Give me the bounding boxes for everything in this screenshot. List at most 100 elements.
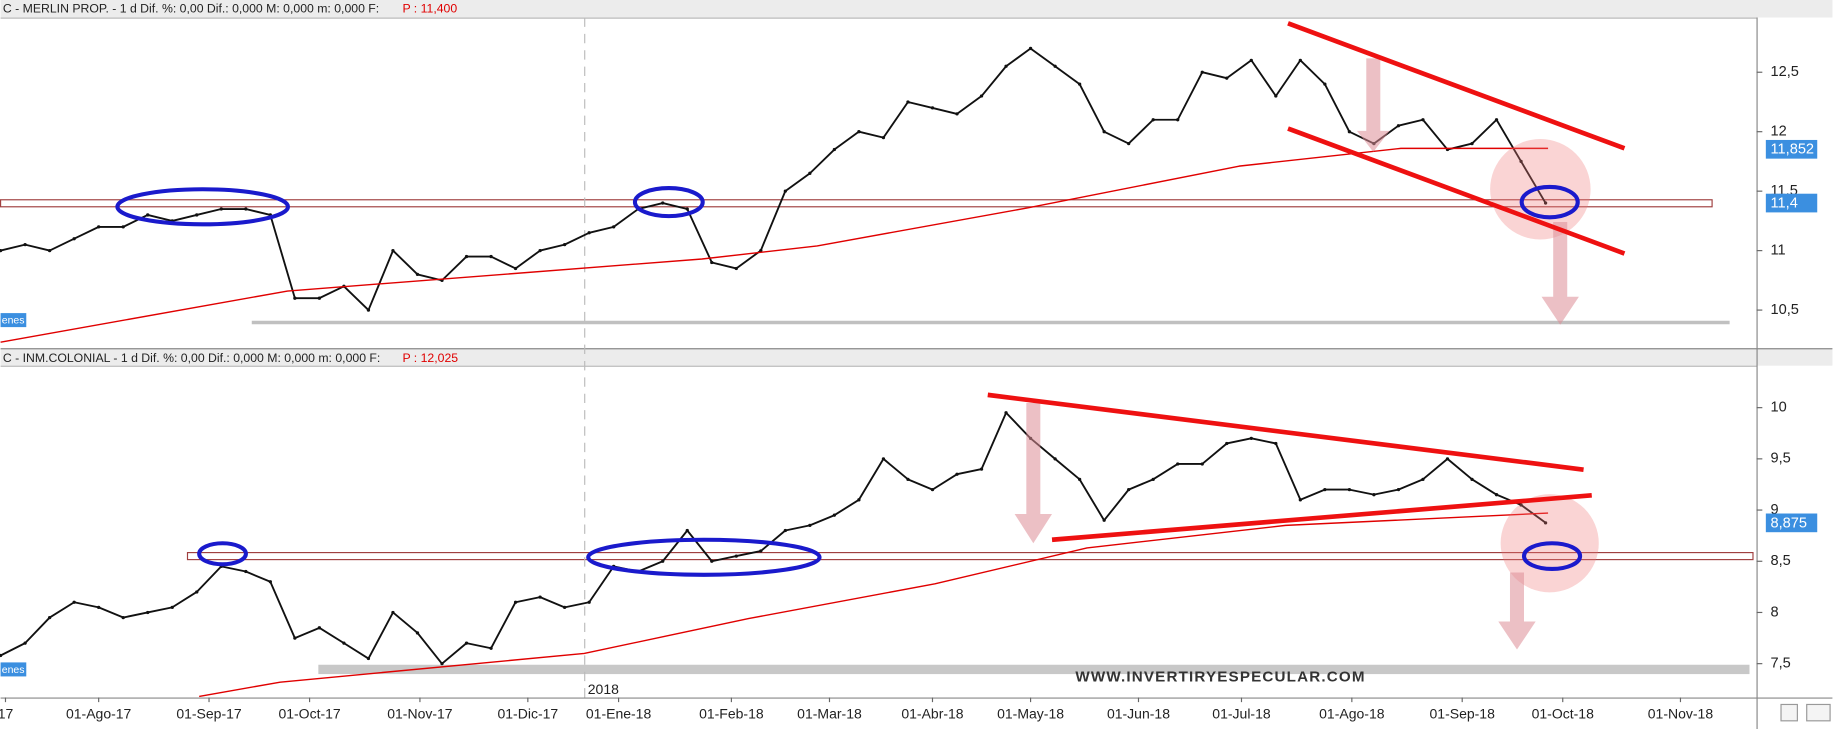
price-point [366,308,371,312]
y-tick-label: 7,5 [1771,656,1791,672]
price-point [121,225,125,229]
price-point [1053,64,1057,68]
price-tag [1765,513,1818,533]
price-point [759,248,763,253]
price-point [1396,124,1401,128]
price-point [1004,64,1008,68]
price-tag-label: 8,875 [1771,515,1808,531]
price-point [979,467,984,471]
x-tick-label: 01-Nov-18 [1648,706,1714,722]
price-point [23,641,27,645]
oval [115,187,291,227]
price-point [538,595,542,599]
price-point [906,100,910,104]
x-tick-label: 01-Abr-18 [901,706,963,722]
y-tick-label: 10 [1771,400,1787,416]
trend-line [1287,126,1626,256]
price-point [783,189,787,193]
price-point [489,254,493,259]
price-point [1470,477,1474,481]
price-point [759,549,763,553]
price-point [881,457,886,461]
price-point [195,213,199,217]
arrow [1014,403,1053,544]
price-point [979,94,984,98]
price-point [832,513,837,517]
price-point [1004,411,1008,415]
oval [197,541,248,567]
price-point [1225,441,1229,446]
trend-line [1051,493,1592,543]
price-point [685,207,689,211]
oval [586,537,822,577]
zoom-button[interactable] [1780,703,1798,722]
price-tag [1765,193,1818,213]
price-line [0,47,1547,311]
price-point [1176,118,1180,122]
price-point [195,590,199,594]
panel-title: C - INM.COLONIAL - 1 d Dif. %: 0,00 Dif.… [3,351,380,365]
price-tag-label: 11,4 [1771,195,1798,211]
price-point [857,498,861,502]
price-point [661,559,665,563]
price-point [342,641,346,645]
x-tick-label: 01-Sep-17 [176,706,242,722]
x-tick-label: 01-May-18 [997,706,1064,722]
price-note: P : 12,025 [402,351,458,365]
side-label: enes [2,664,25,676]
price-point [587,231,591,235]
y-tick-label: 9 [1771,502,1779,518]
moving-average [199,512,1549,698]
price-point [1494,493,1499,497]
x-tick-label: 01-Ago-18 [1319,706,1385,722]
price-point [1323,487,1327,492]
price-point [1421,477,1425,481]
price-point [1372,493,1376,497]
price-point [219,207,223,211]
price-point [587,600,591,604]
price-point [440,662,444,666]
x-tick-label: 01-Oct-18 [1532,706,1594,722]
price-point [906,477,910,481]
x-tick-label: 01-Ene-18 [586,706,652,722]
price-point [1249,58,1253,62]
x-tick-label: 01-Sep-18 [1430,706,1496,722]
price-point [47,615,52,620]
price-point [415,631,420,635]
price-point [685,528,689,533]
price-point [881,136,886,140]
price-point [734,554,738,558]
price-point [1396,487,1401,492]
price-point [1274,441,1278,446]
price-point [1176,462,1180,466]
price-point [0,653,3,658]
year-label: 2018 [588,681,619,697]
trend-line [1287,21,1626,151]
price-point [808,171,812,175]
price-point [930,106,935,110]
trend-line [987,392,1584,472]
price-tag-label: 11,852 [1771,142,1815,158]
price-point [1151,118,1155,122]
price-point [1274,94,1278,98]
price-point [513,600,518,604]
price-point [832,147,837,152]
price-point [0,248,3,253]
price-point [391,610,395,615]
price-point [710,260,714,265]
price-point [97,225,101,229]
price-point [538,248,542,253]
price-point [317,296,322,300]
price-tag [1765,139,1818,159]
x-tick-label: 01-Feb-18 [699,706,764,722]
price-point [1323,82,1327,86]
price-point [612,225,616,229]
price-point [1028,46,1033,51]
price-point [1053,457,1057,461]
zoom-button[interactable] [1806,703,1831,722]
price-point [366,656,371,661]
x-tick-label: 01-Mar-18 [797,706,862,722]
side-tag [0,662,27,677]
resistance-band [0,199,1713,208]
price-point [293,636,297,640]
